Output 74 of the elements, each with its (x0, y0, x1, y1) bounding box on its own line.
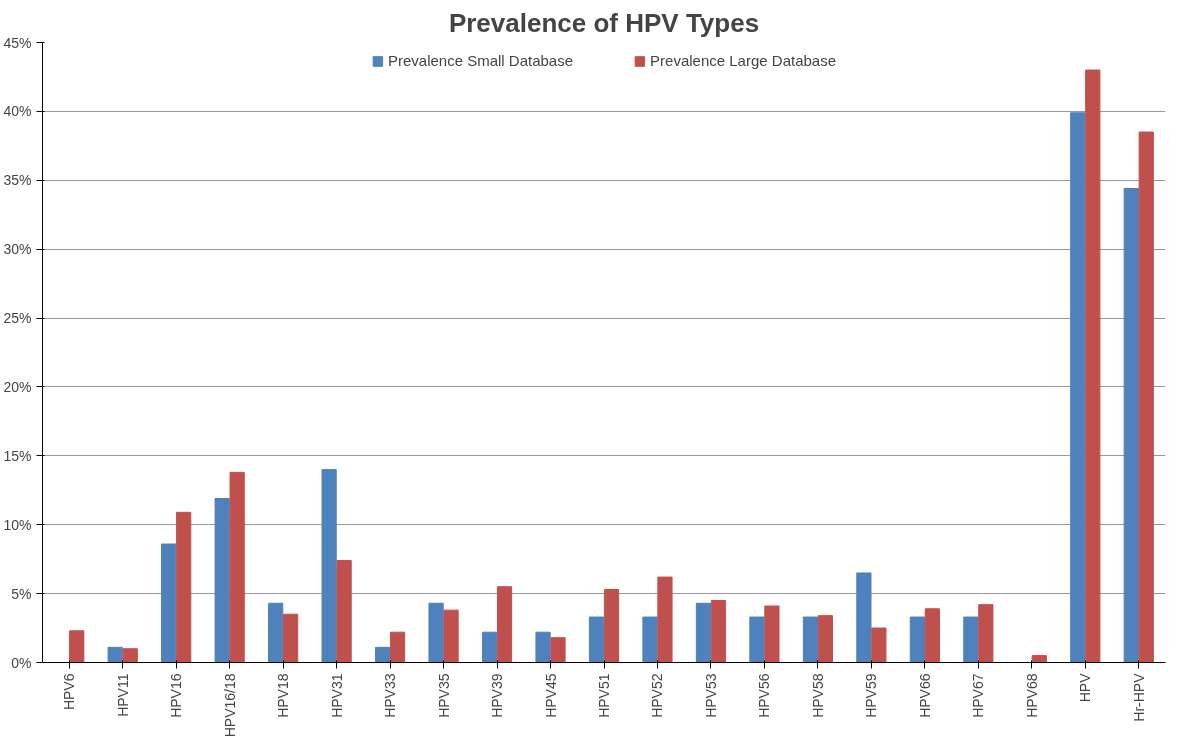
x-tick-label: HPV58 (809, 673, 826, 718)
bar (764, 605, 780, 663)
y-tick-label: 30% (3, 241, 32, 258)
y-tick-label: 0% (11, 654, 32, 671)
bar (122, 648, 138, 663)
y-tick-label: 45% (3, 34, 32, 51)
bar (856, 572, 872, 663)
bar (978, 604, 994, 663)
bar (321, 469, 337, 663)
y-tick-label: 5% (11, 585, 32, 602)
bar (214, 498, 230, 663)
bar (268, 602, 284, 663)
legend-label: Prevalence Small Database (387, 52, 574, 69)
x-tick-label: HPV35 (435, 673, 452, 718)
x-tick-label: HPV56 (756, 673, 773, 718)
bar (496, 586, 513, 663)
bar (1138, 131, 1154, 663)
y-tick-label: 40% (3, 103, 32, 120)
bar (1031, 655, 1047, 663)
legend-label: Prevalence Large Database (650, 52, 837, 69)
x-tick-label: HPV45 (542, 673, 559, 718)
bar (1123, 188, 1139, 663)
bar (375, 646, 391, 663)
x-tick-label: HPV11 (114, 673, 131, 717)
bar (550, 637, 566, 663)
bar (695, 602, 712, 663)
bar (481, 631, 498, 663)
bar (1085, 69, 1101, 663)
x-tick-label: HPV16/18 (221, 673, 238, 738)
bar (802, 616, 819, 663)
bar (642, 616, 658, 663)
bar (963, 616, 979, 663)
x-tick-label: HPV53 (702, 673, 719, 718)
y-tick-label: 25% (3, 310, 32, 327)
bar (588, 616, 605, 663)
x-tick-label: HPV51 (596, 673, 612, 718)
bar (603, 588, 620, 663)
x-tick-label: HPV59 (863, 673, 880, 718)
bar (161, 543, 177, 663)
bar (909, 616, 925, 663)
x-tick-label: HPV16 (168, 673, 185, 718)
bar (176, 511, 192, 663)
bar (389, 631, 406, 663)
x-tick-label: HPV (1077, 672, 1094, 703)
bar (710, 600, 727, 663)
x-tick-label: HPV52 (649, 673, 666, 718)
y-tick-label: 35% (3, 172, 32, 189)
bar (535, 631, 551, 663)
bar (443, 609, 459, 663)
bar (657, 576, 673, 663)
y-tick-label: 20% (3, 378, 32, 395)
bar (283, 613, 299, 663)
x-tick-label: HPV66 (916, 673, 933, 718)
x-tick-label: HPV33 (382, 673, 399, 718)
bar (336, 560, 352, 663)
x-tick-label: Hr-HPV (1130, 672, 1147, 722)
y-tick-label: 15% (3, 447, 32, 464)
bar (229, 471, 245, 663)
x-tick-label: HPV68 (1023, 673, 1040, 718)
chart-title: Prevalence of HPV Types (448, 7, 760, 38)
x-tick-label: HPV39 (489, 673, 506, 718)
bar (428, 602, 444, 663)
x-tick-label: HPV67 (970, 673, 987, 718)
x-tick-label: HPV6 (61, 673, 78, 711)
bar (69, 630, 85, 663)
bar (749, 616, 765, 663)
x-tick-label: HPV18 (275, 673, 292, 718)
x-tick-label: HPV31 (328, 673, 345, 718)
bar (871, 627, 887, 663)
bar (1070, 112, 1086, 663)
y-tick-label: 10% (3, 516, 32, 533)
bar (924, 608, 940, 663)
bar (817, 615, 833, 663)
bar (107, 646, 123, 663)
